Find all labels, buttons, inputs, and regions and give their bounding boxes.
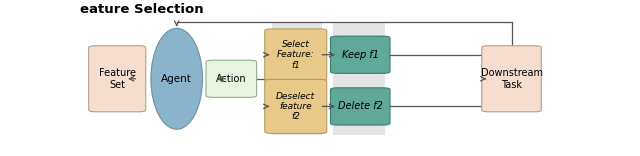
Text: Agent: Agent: [161, 74, 192, 84]
FancyBboxPatch shape: [206, 60, 257, 97]
Text: Action: Action: [216, 74, 246, 84]
Text: eature Selection: eature Selection: [80, 3, 204, 16]
Text: Delete f2: Delete f2: [338, 101, 383, 111]
Text: Downstream
Task: Downstream Task: [481, 68, 543, 90]
FancyBboxPatch shape: [265, 29, 327, 81]
Ellipse shape: [151, 28, 202, 129]
FancyBboxPatch shape: [89, 46, 146, 112]
FancyBboxPatch shape: [482, 46, 541, 112]
Text: Select
Feature:
f1: Select Feature: f1: [277, 40, 315, 70]
Text: Feature
Set: Feature Set: [99, 68, 136, 90]
FancyBboxPatch shape: [265, 79, 327, 133]
FancyBboxPatch shape: [273, 22, 322, 135]
FancyBboxPatch shape: [330, 36, 390, 73]
FancyBboxPatch shape: [330, 88, 390, 125]
Text: Keep f1: Keep f1: [342, 50, 379, 60]
FancyBboxPatch shape: [333, 22, 385, 135]
Text: Deselect
feature
f2: Deselect feature f2: [276, 92, 316, 121]
